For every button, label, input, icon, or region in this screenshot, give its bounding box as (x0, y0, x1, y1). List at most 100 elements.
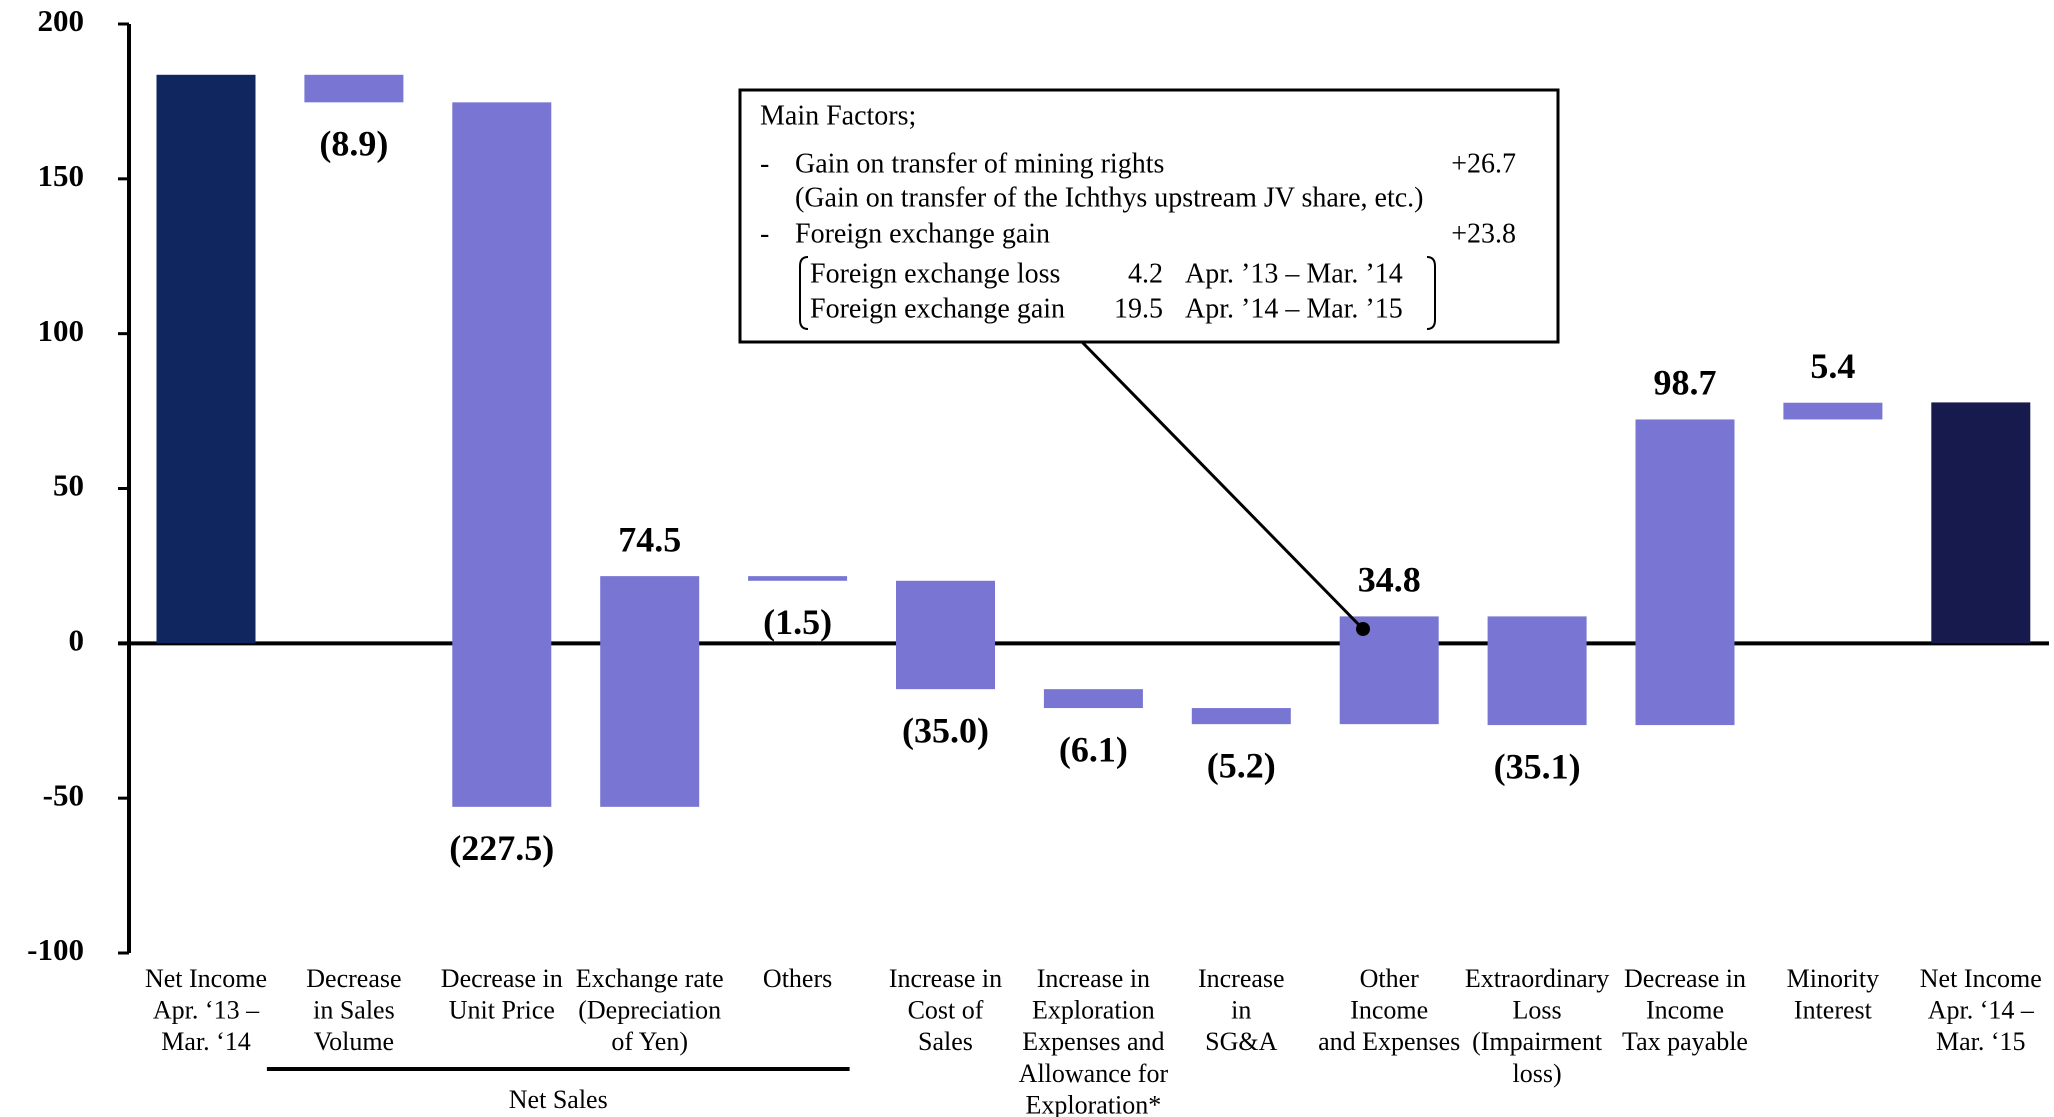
x-tick-label-line: and Expenses (1318, 1027, 1460, 1056)
value-label: (35.0) (902, 710, 989, 750)
x-tick-label: Net Income Apr. ‘14 – Mar. ‘15 (1920, 964, 2042, 1056)
x-tick-label: Exchange rate (Depreciation of Yen) (576, 964, 724, 1056)
x-tick-label-line: SG&A (1205, 1027, 1277, 1056)
bar (1783, 402, 1883, 420)
x-tick-label-line: Loss (1513, 996, 1562, 1025)
x-tick-label-line: Apr. ‘13 – (153, 996, 260, 1025)
annotation-text: Foreign exchange gain (795, 218, 1050, 249)
annotation-detail: Apr. ’13 – Mar. ’14 (1185, 258, 1403, 289)
x-tick-label-line: Exchange rate (576, 964, 724, 993)
x-tick-label-line: loss) (1513, 1059, 1562, 1088)
bar (1487, 616, 1587, 726)
annotation-note: (Gain on transfer of the Ichthys upstrea… (795, 182, 1424, 213)
x-tick-label-line: Others (763, 964, 832, 993)
x-tick-label-line: Allowance for (1019, 1059, 1169, 1088)
bar (1931, 402, 2031, 644)
x-tick-label-line: Decrease in (1624, 964, 1746, 993)
bar (1339, 616, 1439, 725)
x-tick-label-line: Expenses and (1022, 1027, 1164, 1056)
bracket-left (799, 256, 809, 330)
x-tick-label-line: Interest (1794, 996, 1873, 1025)
x-tick-label-line: Decrease (306, 964, 401, 993)
y-tick-label: 0 (69, 622, 85, 657)
x-tick-label-line: Volume (314, 1027, 394, 1056)
x-tick-label: Increase in Cost of Sales (889, 964, 1002, 1056)
value-label: (227.5) (449, 828, 554, 868)
value-label: (1.5) (763, 602, 832, 642)
x-tick-label-line: Mar. ‘14 (161, 1027, 251, 1056)
annotation-detail: Foreign exchange gain (810, 293, 1065, 324)
y-tick-label: 150 (38, 158, 85, 193)
x-tick-label-line: in Sales (313, 996, 395, 1025)
value-label: (5.2) (1207, 745, 1276, 785)
x-tick-label-line: Net Income (145, 964, 267, 993)
value-label: 74.5 (618, 519, 681, 559)
value-label: 5.4 (1810, 346, 1855, 386)
x-tick-label: Other Income and Expenses (1318, 964, 1460, 1056)
x-tick-label-line: Other (1360, 964, 1420, 993)
value-label: (8.9) (319, 124, 388, 164)
annotation-title: Main Factors; (760, 100, 916, 131)
annotation-detail: Apr. ’14 – Mar. ’15 (1185, 293, 1403, 324)
annotation-bullet: - (760, 218, 769, 249)
x-tick-label-line: Increase in (1037, 964, 1150, 993)
x-tick-label-line: (Depreciation (578, 996, 721, 1025)
x-tick-label: Decrease in Unit Price (441, 964, 563, 1025)
x-tick-label-line: (Impairment (1472, 1027, 1603, 1056)
x-tick-label: Increase in SG&A (1198, 964, 1285, 1056)
value-label: (35.1) (1494, 746, 1581, 786)
annotation-text: Gain on transfer of mining rights (795, 148, 1164, 179)
x-tick-label: Extraordinary Loss (Impairment loss) (1465, 964, 1609, 1088)
x-tick-label-line: Cost of (908, 996, 984, 1025)
x-tick-label: Net Income Apr. ‘13 – Mar. ‘14 (145, 964, 267, 1056)
x-tick-label-line: in (1231, 996, 1251, 1025)
bar (1635, 419, 1735, 726)
y-tick-label: -50 (43, 777, 84, 812)
value-label: 34.8 (1358, 560, 1421, 600)
x-tick-label-line: Net Income (1920, 964, 2042, 993)
x-tick-label-line: Apr. ‘14 – (1928, 996, 2035, 1025)
x-tick-label-line: Tax payable (1622, 1027, 1748, 1056)
bar (304, 74, 404, 103)
x-tick-label: Others (763, 964, 832, 993)
bracket-right (1426, 256, 1436, 330)
x-tick-label-line: Decrease in (441, 964, 563, 993)
x-tick-label: Minority Interest (1787, 964, 1879, 1025)
bar (1191, 708, 1291, 725)
x-tick-label-line: Increase in (889, 964, 1002, 993)
y-tick-label: 200 (38, 3, 85, 38)
x-tick-label-line: Minority (1787, 964, 1879, 993)
bar (896, 580, 995, 690)
group-label: Net Sales (509, 1085, 608, 1114)
annotation-value: +26.7 (1451, 148, 1516, 179)
x-tick-label-line: Unit Price (449, 996, 555, 1025)
x-tick-label-line: Sales (918, 1027, 973, 1056)
x-tick-label-line: Increase (1198, 964, 1285, 993)
x-tick-label-line: Exploration* (1026, 1090, 1162, 1117)
bar (748, 576, 848, 581)
x-tick-label-line: Income (1646, 996, 1724, 1025)
y-tick-label: 100 (38, 313, 85, 348)
y-tick-label: -100 (27, 932, 84, 967)
annotation-pointer (1080, 340, 1365, 631)
annotation-dot (1356, 622, 1370, 636)
x-tick-label: Decrease in Income Tax payable (1622, 964, 1748, 1056)
value-label: (6.1) (1059, 729, 1128, 769)
x-tick-label-line: Income (1350, 996, 1428, 1025)
annotation-detail: Foreign exchange loss (810, 258, 1060, 289)
bar (452, 102, 552, 807)
annotation-detail: 19.5 (1114, 293, 1163, 324)
bar (600, 576, 700, 807)
annotation-bullet: - (760, 148, 769, 179)
annotation-detail: 4.2 (1128, 258, 1163, 289)
bar (156, 74, 256, 644)
x-tick-label: Increase in Exploration Expenses and Allowa… (1019, 964, 1169, 1117)
x-tick-label-line: of Yen) (611, 1027, 688, 1056)
bar (1043, 689, 1143, 709)
value-label: 98.7 (1654, 363, 1717, 403)
annotation-value: +23.8 (1451, 218, 1516, 249)
x-tick-label-line: Exploration (1032, 996, 1155, 1025)
y-tick-label: 50 (53, 468, 84, 503)
